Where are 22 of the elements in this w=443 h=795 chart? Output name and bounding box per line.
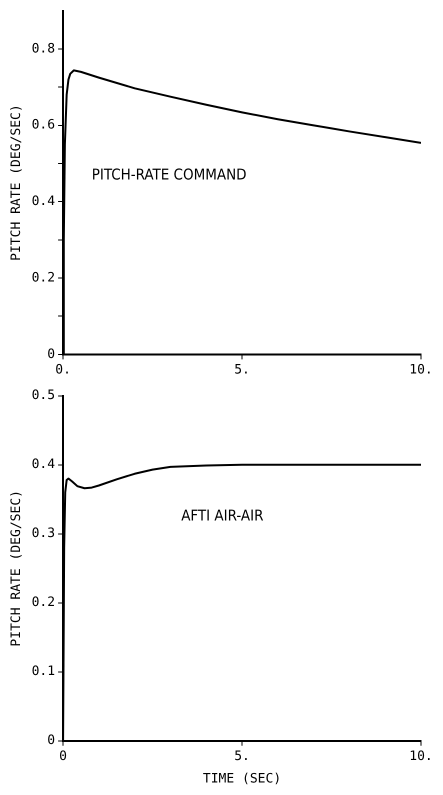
y-tick-label: 0.4 xyxy=(32,457,56,472)
y-tick-label: 0 xyxy=(47,733,56,748)
x-tick-label: 5. xyxy=(234,362,250,378)
y-axis-title: PITCH RATE (DEG/SEC) xyxy=(9,104,24,261)
annotation: AFTI AIR-AIR xyxy=(181,506,264,524)
y-tick-label: 0 xyxy=(47,346,56,362)
y-tick-label: 0.1 xyxy=(32,664,56,680)
y-tick-label: 0.6 xyxy=(32,118,56,133)
x-tick-label: 0 xyxy=(59,748,67,764)
x-tick-label: 5. xyxy=(234,748,250,764)
annotation: PITCH-RATE COMMAND xyxy=(92,166,247,184)
x-tick-label: 10. xyxy=(409,748,433,764)
y-tick-label: 0.8 xyxy=(32,41,56,56)
x-tick-label: 10. xyxy=(409,362,433,378)
y-tick-label: 0.2 xyxy=(32,595,56,610)
y-tick-label: 0.5 xyxy=(32,388,56,404)
y-tick-label: 0.4 xyxy=(32,194,56,210)
x-axis-title: TIME (SEC) xyxy=(202,772,282,787)
x-tick-label: 0. xyxy=(55,362,71,378)
y-tick-label: 0.3 xyxy=(32,526,56,542)
y-axis-title: PITCH RATE (DEG/SEC) xyxy=(9,490,24,647)
y-tick-label: 0.2 xyxy=(32,270,56,286)
